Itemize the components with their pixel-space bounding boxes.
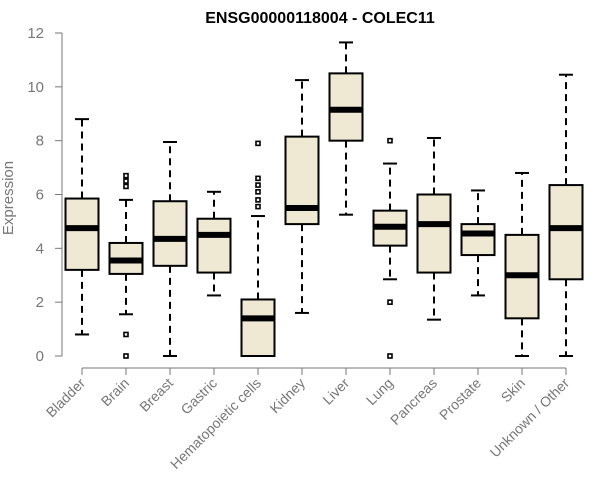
y-axis-label: Expression	[0, 161, 17, 235]
x-tick-label: Brain	[98, 375, 132, 409]
iqr-box	[416, 193, 452, 274]
outlier-point	[387, 299, 393, 305]
box-group	[328, 41, 364, 216]
outlier-point	[255, 189, 261, 195]
x-tick-label: Lung	[363, 375, 396, 408]
y-tick-label: 8	[36, 133, 44, 150]
iqr-box	[196, 217, 232, 274]
iqr-box	[64, 197, 100, 271]
outlier-point	[255, 140, 261, 147]
box-group	[504, 171, 540, 357]
axes: 0 2 4 6 8 10 12	[27, 25, 566, 369]
x-tick-label: Bladder	[43, 375, 89, 421]
x-tick-label: Prostate	[436, 375, 484, 423]
chart-title: ENSG00000118004 - COLEC11	[205, 10, 435, 27]
y-tick-label: 6	[36, 187, 44, 204]
boxes	[64, 41, 584, 359]
box-group	[284, 79, 320, 314]
iqr-box	[152, 200, 188, 267]
outlier-point	[387, 137, 393, 144]
box-group	[196, 190, 232, 297]
x-tick-label: Pancreas	[387, 375, 440, 428]
box-group	[372, 137, 408, 359]
box-group	[152, 141, 188, 357]
outlier-point	[123, 172, 129, 179]
outlier-point	[123, 353, 129, 359]
outlier-point	[123, 331, 129, 338]
y-tick-label: 2	[36, 294, 44, 311]
iqr-box	[240, 298, 276, 358]
iqr-box	[284, 135, 320, 226]
box-group	[460, 189, 496, 297]
outlier-point	[255, 182, 261, 188]
box-group	[64, 118, 100, 336]
y-tick-label: 4	[36, 240, 44, 257]
y-tick-label: 0	[36, 348, 44, 365]
y-tick-label: 12	[27, 25, 44, 42]
x-tick-label: Unknown / Other	[487, 375, 573, 461]
box-group	[548, 73, 584, 357]
x-tick-label: Skin	[498, 375, 529, 406]
x-tick-label: Liver	[319, 375, 352, 408]
iqr-box	[548, 184, 584, 281]
box-group	[108, 172, 144, 359]
outlier-point	[123, 183, 129, 190]
outlier-point	[255, 175, 261, 182]
x-tick-label: Kidney	[267, 375, 309, 417]
x-tick-label: Breast	[136, 375, 176, 415]
outlier-point	[123, 178, 129, 184]
box-group	[416, 136, 452, 321]
outlier-point	[255, 197, 261, 203]
box-group	[240, 140, 276, 358]
y-tick-label: 10	[27, 79, 44, 96]
iqr-box	[460, 223, 496, 257]
outlier-point	[255, 203, 261, 210]
x-tick-label: Gastric	[177, 375, 220, 418]
outlier-point	[387, 353, 393, 359]
